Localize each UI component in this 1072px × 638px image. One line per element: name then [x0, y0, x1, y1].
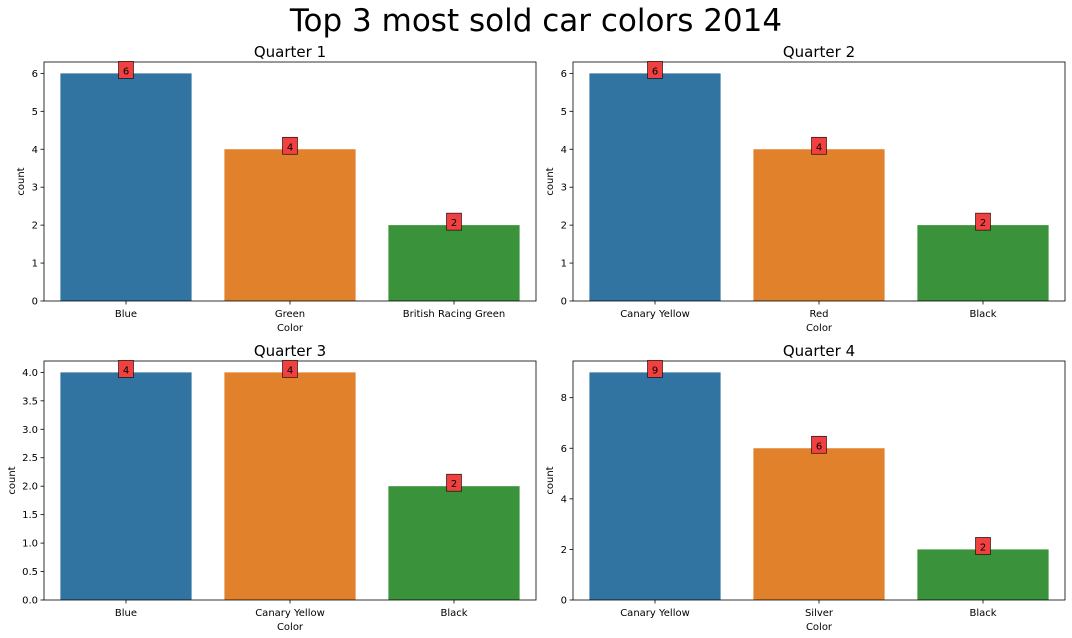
- y-tick-label: 3.0: [22, 425, 38, 436]
- chart-suptitle: Top 3 most sold car colors 2014: [289, 3, 782, 39]
- subplot-2: 0 1 2 3 4 5 6 Canary Yellow Red Black Color count Qu…: [545, 43, 1066, 334]
- data-label: 4: [123, 365, 129, 376]
- x-tick-label: Black: [969, 309, 996, 320]
- x-tick-label: Blue: [115, 309, 137, 320]
- x-tick-label: Canary Yellow: [620, 608, 690, 619]
- x-axis-label: Color: [277, 323, 304, 334]
- y-tick-label: 4: [32, 145, 38, 156]
- data-label: 9: [652, 365, 658, 376]
- y-tick-label: 2: [561, 545, 567, 556]
- y-axis-label: count: [16, 167, 27, 195]
- bar: [388, 225, 520, 301]
- y-tick-label: 5: [32, 107, 38, 118]
- y-tick-label: 1: [561, 259, 567, 270]
- bar: [917, 549, 1049, 600]
- data-label-box: [811, 435, 827, 454]
- data-label-box: [975, 212, 991, 231]
- y-axis-label: count: [545, 167, 556, 195]
- data-label-box: [811, 136, 827, 155]
- data-label-box: [282, 136, 298, 155]
- data-label: 2: [451, 218, 457, 229]
- x-tick-label: Green: [275, 309, 305, 320]
- bar: [388, 486, 520, 600]
- x-tick-label: Black: [969, 608, 996, 619]
- y-tick-label: 0.0: [22, 596, 38, 607]
- y-axis-label: count: [545, 466, 556, 494]
- data-label-box: [975, 537, 991, 555]
- subplot-3: 0.0 0.5 1.0 1.5 2.0 2.5 3.0 3.5 4.0 Blue Canary Ye…: [7, 342, 537, 633]
- x-tick-label: Silver: [805, 608, 834, 619]
- y-tick-label: 2: [561, 221, 567, 232]
- subplot-4: 0 2 4 6 8 Canary Yellow Silver Black Color count Q…: [545, 342, 1066, 633]
- y-tick-label: 3.5: [22, 396, 38, 407]
- bar: [60, 73, 192, 301]
- y-tick-label: 1.0: [22, 539, 38, 550]
- y-tick-label: 6: [561, 69, 567, 80]
- bar: [753, 448, 885, 600]
- bar: [224, 372, 356, 600]
- data-label: 6: [816, 441, 822, 452]
- data-label: 4: [816, 142, 822, 153]
- bar: [60, 372, 192, 600]
- subplot-title: Quarter 4: [783, 342, 855, 360]
- data-label: 4: [287, 142, 293, 153]
- subplot-title: Quarter 3: [254, 342, 326, 360]
- data-label: 2: [980, 542, 986, 553]
- x-tick-label: British Racing Green: [403, 309, 505, 320]
- data-label-box: [647, 360, 663, 378]
- data-label-box: [282, 360, 298, 378]
- bar: [917, 225, 1049, 301]
- x-tick-label: Blue: [115, 608, 137, 619]
- y-tick-label: 4.0: [22, 368, 38, 379]
- y-tick-label: 1.5: [22, 510, 38, 521]
- x-tick-label: Canary Yellow: [620, 309, 690, 320]
- x-axis-label: Color: [806, 622, 833, 633]
- x-axis-label: Color: [277, 622, 304, 633]
- y-tick-label: 4: [561, 145, 567, 156]
- bar: [753, 149, 885, 301]
- x-tick-label: Black: [440, 608, 467, 619]
- y-tick-label: 2: [32, 221, 38, 232]
- y-tick-label: 0: [32, 297, 38, 308]
- x-axis-label: Color: [806, 323, 833, 334]
- subplot-1: 0 1 2 3 4 5 6 Blue Green British Racing Green Colo…: [16, 43, 537, 334]
- y-tick-label: 3: [32, 183, 38, 194]
- data-label: 4: [287, 365, 293, 376]
- y-tick-label: 0: [561, 297, 567, 308]
- bar: [589, 73, 721, 301]
- y-tick-label: 0.5: [22, 567, 38, 578]
- data-label-box: [446, 473, 462, 492]
- y-tick-label: 3: [561, 183, 567, 194]
- data-label-box: [118, 360, 134, 378]
- data-label: 2: [451, 479, 457, 490]
- data-label: 6: [123, 66, 129, 77]
- y-tick-label: 6: [32, 69, 38, 80]
- x-tick-label: Red: [810, 309, 829, 320]
- y-tick-label: 4: [561, 494, 567, 505]
- bar: [589, 372, 721, 600]
- subplot-title: Quarter 1: [254, 43, 326, 61]
- bar: [224, 149, 356, 301]
- y-tick-label: 8: [561, 393, 567, 404]
- y-tick-label: 0: [561, 596, 567, 607]
- y-tick-label: 1: [32, 259, 38, 270]
- y-tick-label: 2.0: [22, 482, 38, 493]
- data-label-box: [446, 212, 462, 231]
- data-label: 6: [652, 66, 658, 77]
- x-tick-label: Canary Yellow: [255, 608, 325, 619]
- y-tick-label: 2.5: [22, 453, 38, 464]
- data-label-box: [118, 61, 134, 79]
- subplot-title: Quarter 2: [783, 43, 855, 61]
- y-tick-label: 5: [561, 107, 567, 118]
- data-label: 2: [980, 218, 986, 229]
- y-axis-label: count: [7, 466, 18, 494]
- data-label-box: [647, 61, 663, 79]
- y-tick-label: 6: [561, 444, 567, 455]
